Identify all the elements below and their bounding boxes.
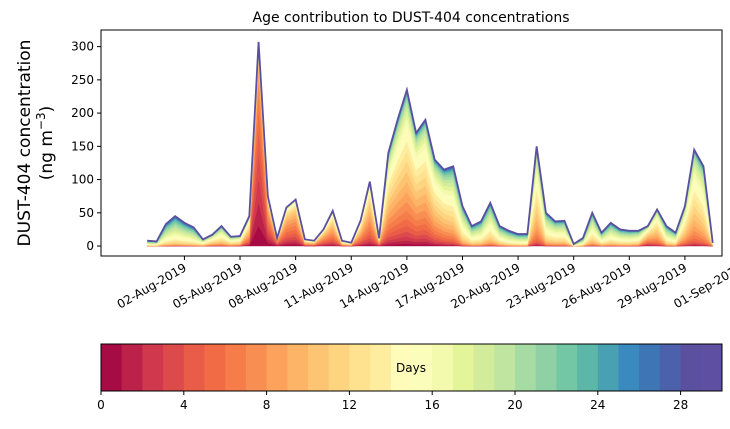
y-tick-label-0: 0: [86, 239, 94, 253]
y-axis-label-close: ): [37, 106, 57, 113]
colorbar-swatch-25: [618, 344, 640, 391]
colorbar-swatch-20: [515, 344, 537, 391]
y-tick-label-50: 50: [79, 206, 94, 220]
y-tick-label-150: 150: [71, 139, 94, 153]
colorbar-swatch-16: [432, 344, 454, 391]
colorbar-swatch-0: [101, 344, 123, 391]
colorbar-swatch-23: [577, 344, 599, 391]
colorbar-swatch-26: [639, 344, 661, 391]
colorbar-swatch-3: [163, 344, 185, 391]
colorbar-swatch-17: [452, 344, 475, 391]
colorbar-swatch-8: [266, 344, 288, 391]
colorbar-tick-label: 8: [263, 398, 271, 412]
colorbar-swatch-1: [121, 344, 143, 391]
colorbar-swatch-19: [494, 344, 516, 391]
plot-area: [147, 41, 714, 247]
y-axis-label-exponent: −3: [34, 112, 48, 130]
total-envelope-line: [147, 41, 714, 246]
colorbar-swatch-27: [659, 344, 682, 391]
colorbar-swatch-10: [308, 344, 330, 391]
colorbar-swatch-24: [597, 344, 619, 391]
colorbar-tick-label: 24: [590, 398, 605, 412]
colorbar-swatch-12: [349, 344, 371, 391]
colorbar-swatch-9: [287, 344, 309, 391]
colorbar-tick-label: 16: [425, 398, 440, 412]
plot-frame: [100, 29, 723, 257]
colorbar-tick-label: 12: [342, 398, 357, 412]
colorbar-tick-label: 0: [97, 398, 105, 412]
y-axis-label-line1: DUST-404 concentration: [15, 40, 35, 247]
y-tick-label-300: 300: [71, 40, 94, 54]
colorbar-swatch-4: [183, 344, 205, 391]
colorbar: 0 4 8 12 16 20 24 28: [97, 343, 723, 412]
colorbar-swatch-21: [535, 344, 557, 391]
colorbar-swatch-29: [701, 344, 723, 391]
colorbar-tick-label: 4: [180, 398, 188, 412]
colorbar-tick-label: 20: [507, 398, 522, 412]
colorbar-label: Days: [396, 361, 426, 375]
chart-title: Age contribution to DUST-404 concentrati…: [253, 10, 570, 26]
colorbar-swatch-15: [411, 344, 433, 391]
y-axis: 0 50 100 150 200 250 300: [71, 40, 101, 253]
y-tick-label-200: 200: [71, 106, 94, 120]
y-axis-label: DUST-404 concentration (ng m−3): [15, 40, 57, 247]
colorbar-swatch-28: [680, 344, 702, 391]
y-tick-label-100: 100: [71, 173, 94, 187]
colorbar-swatch-13: [370, 344, 392, 391]
colorbar-swatch-6: [225, 344, 247, 391]
y-axis-label-line2: (ng m−3): [34, 106, 57, 181]
colorbar-tick-label: 28: [673, 398, 688, 412]
colorbar-swatch-14: [390, 344, 412, 391]
y-tick-label-250: 250: [71, 73, 94, 87]
colorbar-swatch-22: [556, 344, 578, 391]
colorbar-swatch-11: [328, 344, 350, 391]
colorbar-swatch-5: [204, 344, 226, 391]
x-axis: 02-Aug-201905-Aug-201908-Aug-201911-Aug-…: [115, 256, 730, 311]
colorbar-swatch-18: [473, 344, 495, 391]
colorbar-frame: [100, 343, 723, 392]
colorbar-swatch-7: [245, 344, 268, 391]
y-axis-label-unit: (ng m: [37, 130, 57, 180]
colorbar-swatch-2: [142, 344, 164, 391]
